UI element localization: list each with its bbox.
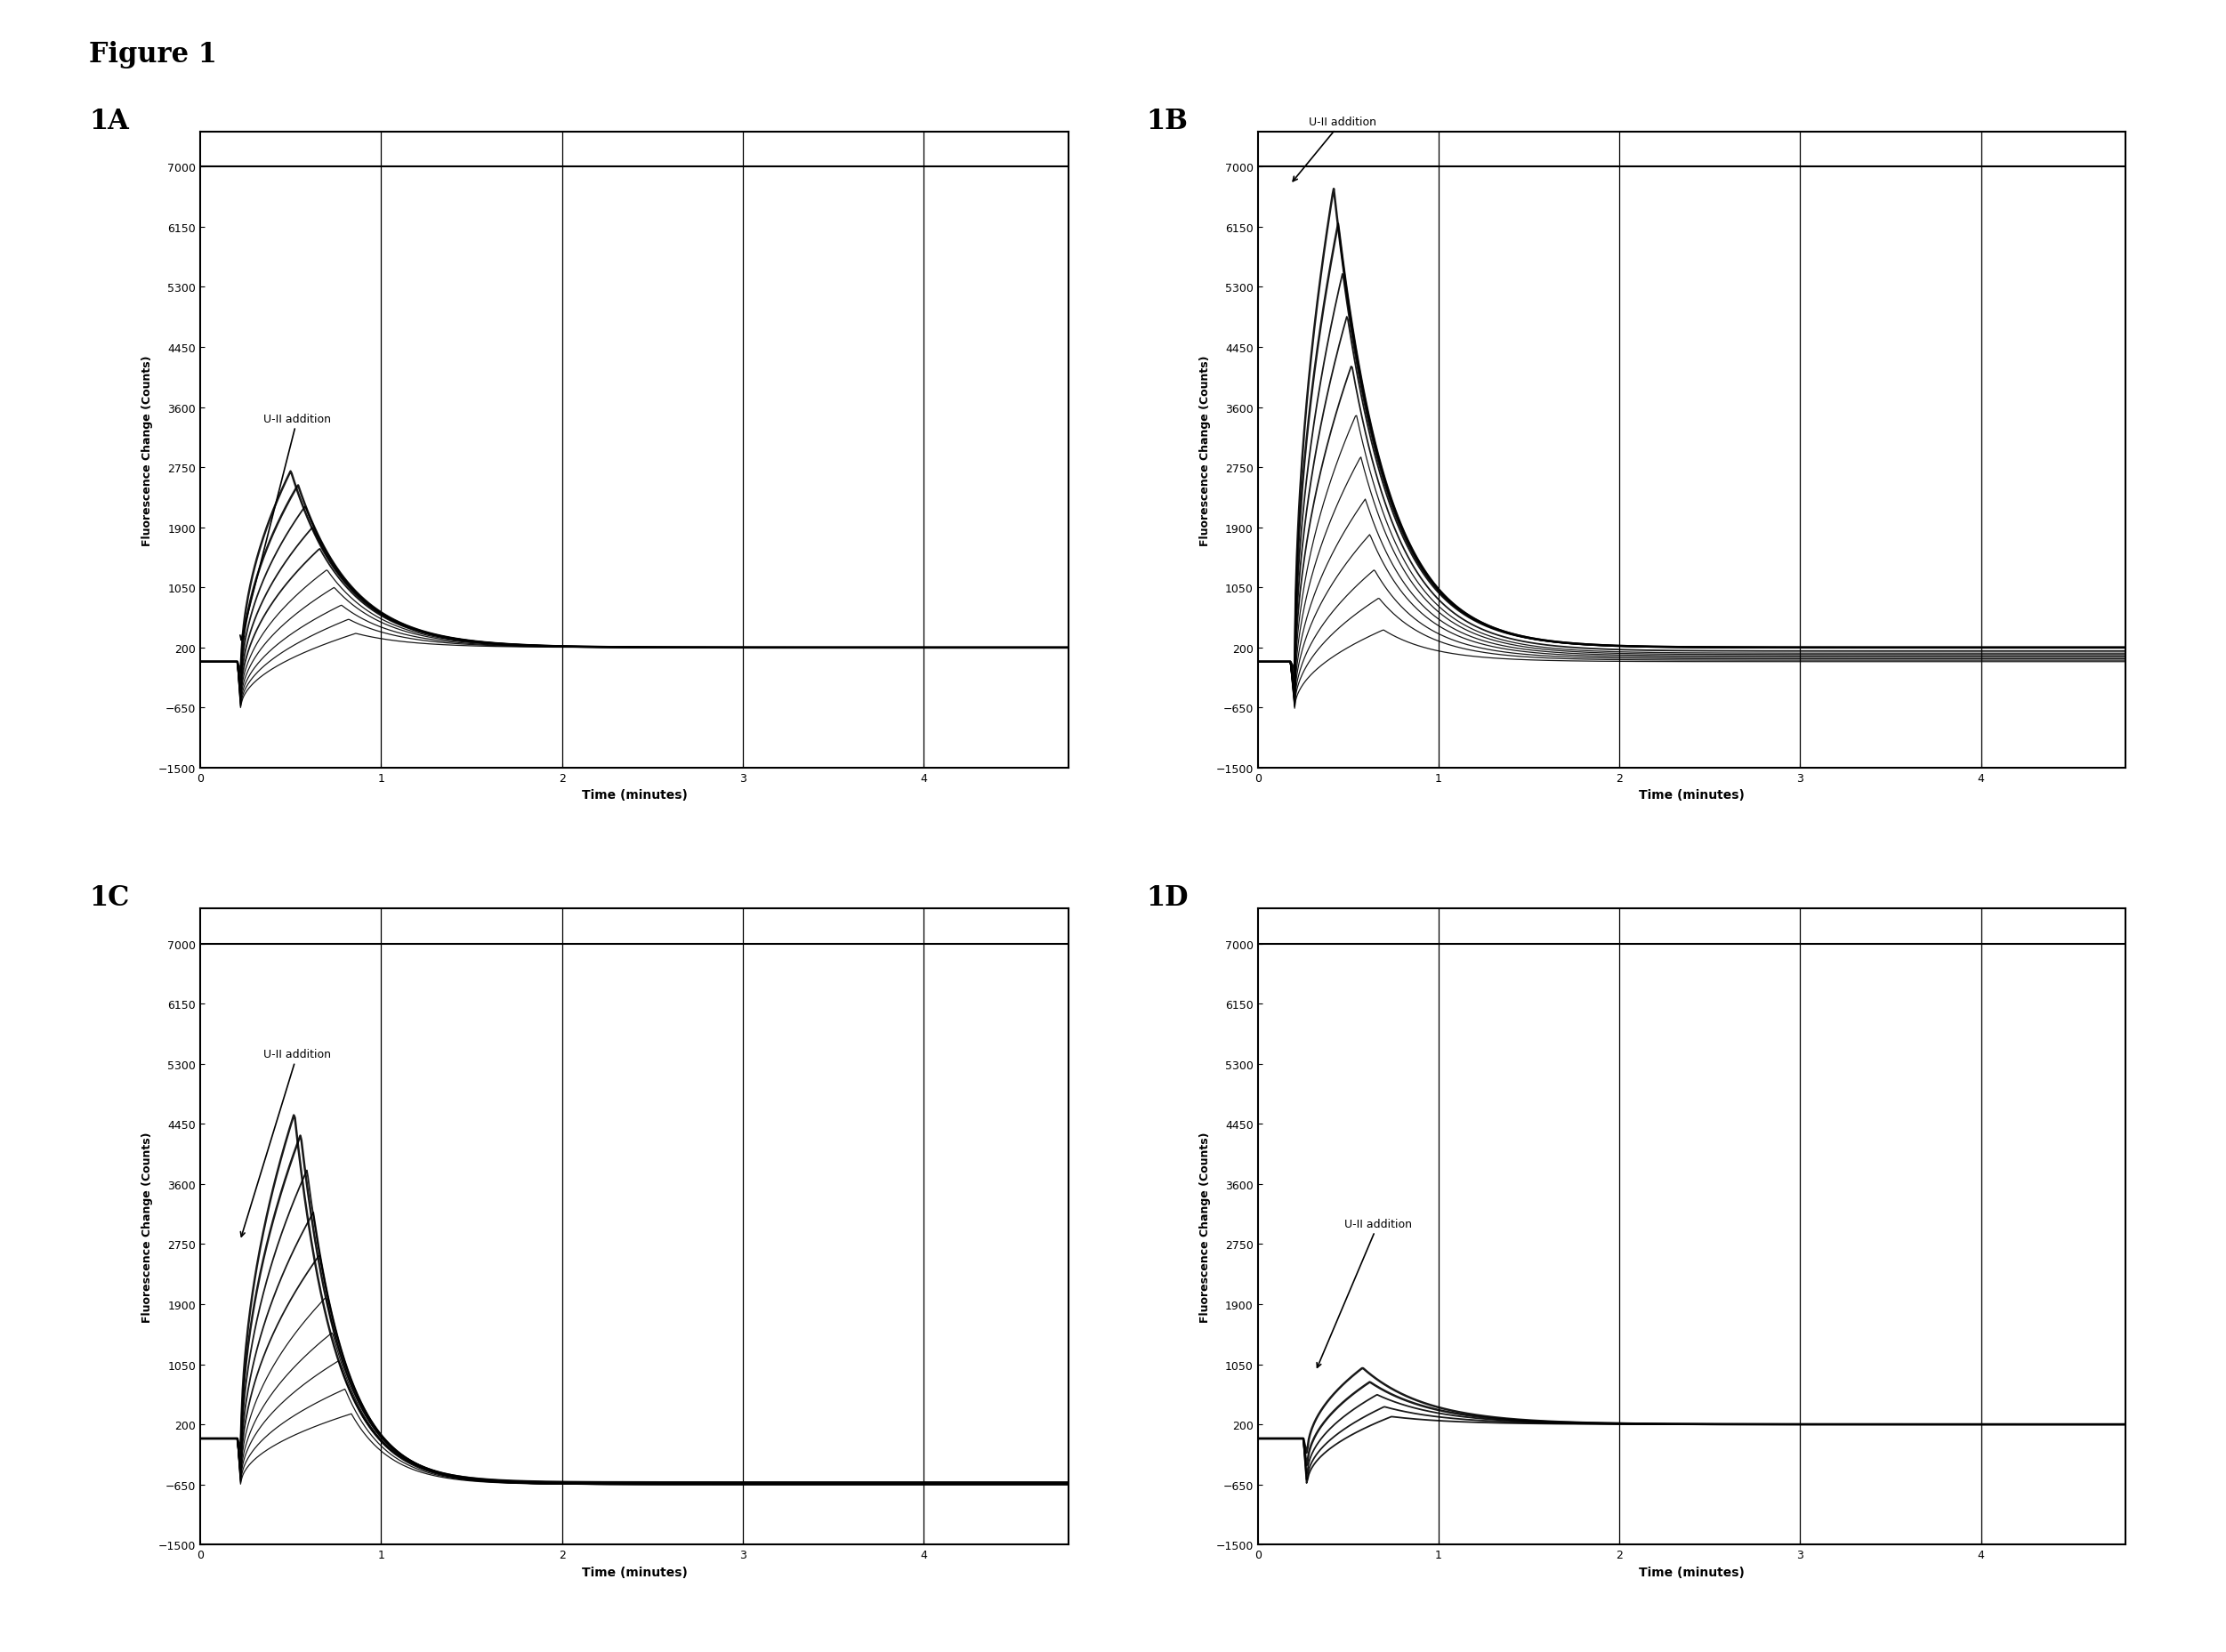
Text: 1D: 1D [1146, 884, 1189, 912]
Text: 1A: 1A [89, 107, 129, 135]
Text: 1C: 1C [89, 884, 129, 912]
Y-axis label: Fluorescence Change (Counts): Fluorescence Change (Counts) [142, 1132, 154, 1322]
Text: U-II addition: U-II addition [240, 1047, 332, 1237]
Text: U-II addition: U-II addition [1293, 116, 1376, 182]
X-axis label: Time (minutes): Time (minutes) [1638, 1566, 1745, 1578]
Y-axis label: Fluorescence Change (Counts): Fluorescence Change (Counts) [1200, 355, 1211, 545]
Y-axis label: Fluorescence Change (Counts): Fluorescence Change (Counts) [142, 355, 154, 545]
Y-axis label: Fluorescence Change (Counts): Fluorescence Change (Counts) [1200, 1132, 1211, 1322]
Text: U-II addition: U-II addition [1318, 1218, 1411, 1368]
Text: 1B: 1B [1146, 107, 1189, 135]
Text: U-II addition: U-II addition [240, 413, 332, 641]
X-axis label: Time (minutes): Time (minutes) [1638, 790, 1745, 801]
X-axis label: Time (minutes): Time (minutes) [581, 790, 688, 801]
X-axis label: Time (minutes): Time (minutes) [581, 1566, 688, 1578]
Text: Figure 1: Figure 1 [89, 41, 218, 69]
